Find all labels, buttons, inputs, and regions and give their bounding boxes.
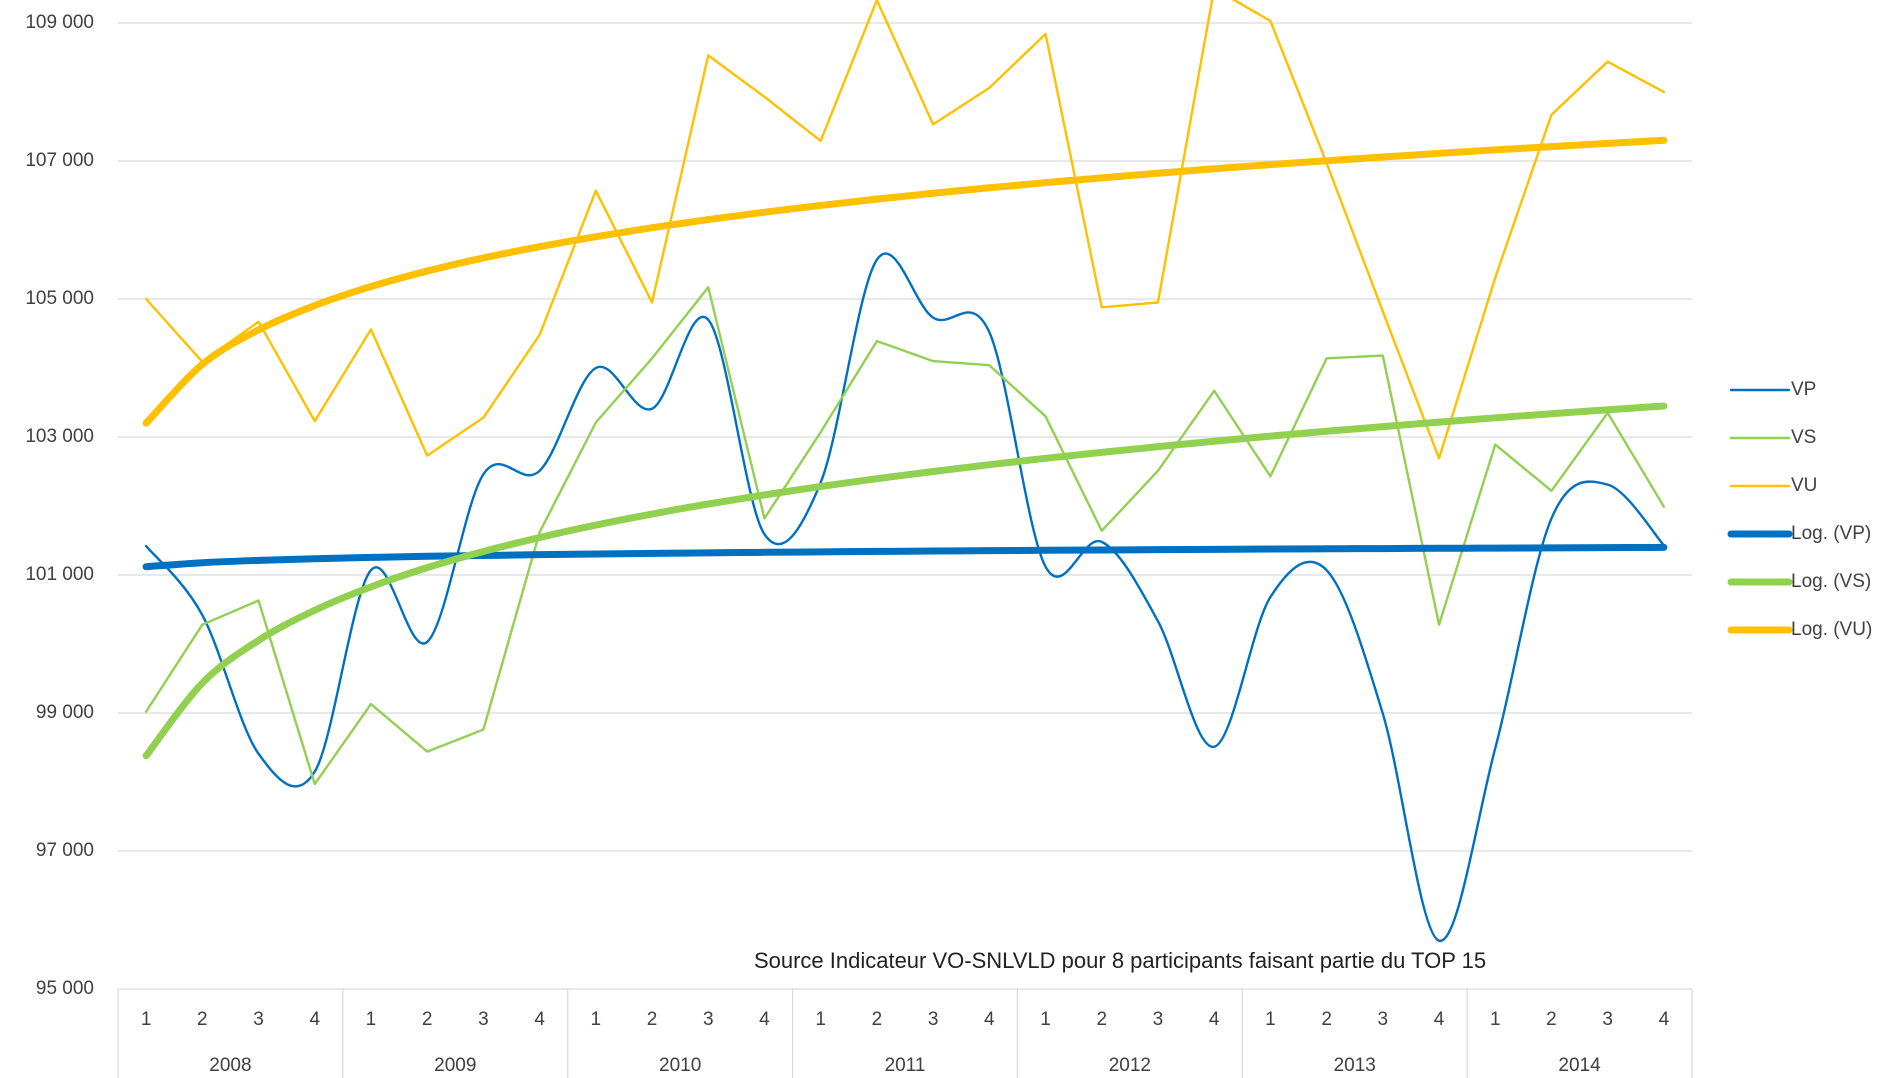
x-tick-label: 1 bbox=[815, 1009, 826, 1030]
y-tick-label: 109 000 bbox=[25, 12, 94, 33]
legend-label: Log. (VU) bbox=[1791, 619, 1872, 640]
x-tick-label: 4 bbox=[759, 1009, 770, 1030]
x-tick-label: 3 bbox=[478, 1009, 489, 1030]
x-tick-label: 2 bbox=[422, 1009, 433, 1030]
x-group-label: 2013 bbox=[1334, 1055, 1376, 1076]
y-tick-label: 107 000 bbox=[25, 150, 94, 171]
x-tick-label: 3 bbox=[1378, 1009, 1389, 1030]
x-tick-label: 3 bbox=[1602, 1009, 1613, 1030]
x-group-label: 2009 bbox=[434, 1055, 476, 1076]
x-group-label: 2010 bbox=[659, 1055, 701, 1076]
trend-line bbox=[142, 136, 1668, 427]
trend-line bbox=[142, 543, 1668, 571]
x-tick-label: 4 bbox=[309, 1009, 320, 1030]
legend-label: VS bbox=[1791, 427, 1816, 448]
legend-label: VU bbox=[1791, 475, 1817, 496]
x-tick-label: 2 bbox=[1321, 1009, 1332, 1030]
y-tick-label: 99 000 bbox=[36, 702, 94, 723]
annotation: Source Indicateur VO-SNLVLD pour 8 parti… bbox=[754, 948, 1486, 973]
y-tick-label: 97 000 bbox=[36, 840, 94, 861]
x-tick-label: 1 bbox=[1265, 1009, 1276, 1030]
trend-line bbox=[142, 402, 1668, 760]
y-tick-label: 101 000 bbox=[25, 564, 94, 585]
x-tick-label: 4 bbox=[534, 1009, 545, 1030]
x-tick-label: 2 bbox=[197, 1009, 208, 1030]
series-line bbox=[144, 252, 1666, 942]
y-tick-label: 105 000 bbox=[25, 288, 94, 309]
x-tick-label: 1 bbox=[366, 1009, 377, 1030]
y-tick-label: 95 000 bbox=[36, 978, 94, 999]
series-line bbox=[144, 0, 1666, 460]
x-group-label: 2008 bbox=[209, 1055, 251, 1076]
x-tick-label: 4 bbox=[1434, 1009, 1445, 1030]
x-tick-label: 1 bbox=[1490, 1009, 1501, 1030]
x-group-label: 2014 bbox=[1558, 1055, 1601, 1076]
x-tick-label: 3 bbox=[253, 1009, 264, 1030]
y-tick-label: 103 000 bbox=[25, 426, 94, 447]
x-tick-label: 4 bbox=[984, 1009, 995, 1030]
x-tick-label: 2 bbox=[872, 1009, 883, 1030]
x-group-label: 2012 bbox=[1109, 1055, 1151, 1076]
legend-label: Log. (VP) bbox=[1791, 523, 1871, 544]
x-tick-label: 1 bbox=[1040, 1009, 1051, 1030]
x-tick-label: 1 bbox=[141, 1009, 152, 1030]
x-tick-label: 2 bbox=[1096, 1009, 1107, 1030]
x-tick-label: 2 bbox=[647, 1009, 658, 1030]
x-tick-label: 1 bbox=[591, 1009, 602, 1030]
x-tick-label: 3 bbox=[703, 1009, 714, 1030]
x-tick-label: 3 bbox=[1153, 1009, 1164, 1030]
x-tick-label: 3 bbox=[928, 1009, 939, 1030]
legend-label: VP bbox=[1791, 379, 1816, 400]
x-tick-label: 4 bbox=[1209, 1009, 1220, 1030]
series-line bbox=[144, 286, 1666, 786]
x-group-label: 2011 bbox=[885, 1055, 926, 1076]
x-tick-label: 2 bbox=[1546, 1009, 1557, 1030]
x-tick-label: 4 bbox=[1659, 1009, 1670, 1030]
legend-label: Log. (VS) bbox=[1791, 571, 1871, 592]
